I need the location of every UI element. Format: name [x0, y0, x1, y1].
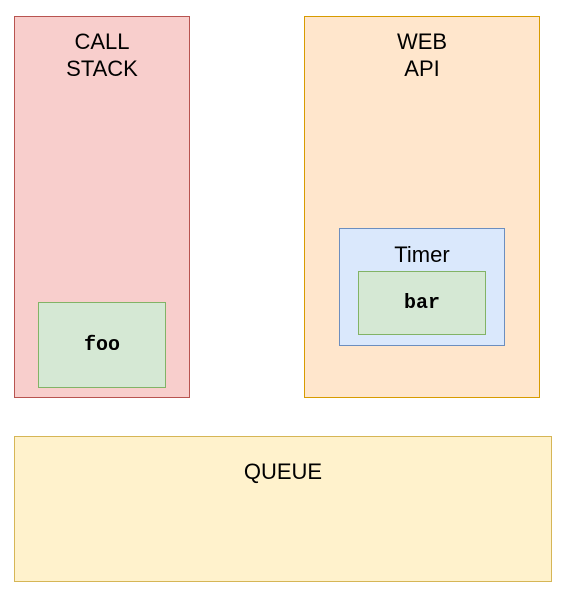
timer-title: Timer	[394, 242, 450, 267]
stack-frame-foo: foo	[38, 302, 166, 388]
timer-callback-label: bar	[403, 291, 440, 315]
timer-callback-bar: bar	[358, 271, 486, 335]
web-api-title: WEB API	[396, 29, 448, 81]
call-stack-title: CALL STACK	[66, 29, 138, 81]
queue-panel: QUEUE	[14, 436, 552, 582]
queue-title: QUEUE	[243, 459, 323, 484]
stack-frame-label: foo	[83, 333, 120, 357]
